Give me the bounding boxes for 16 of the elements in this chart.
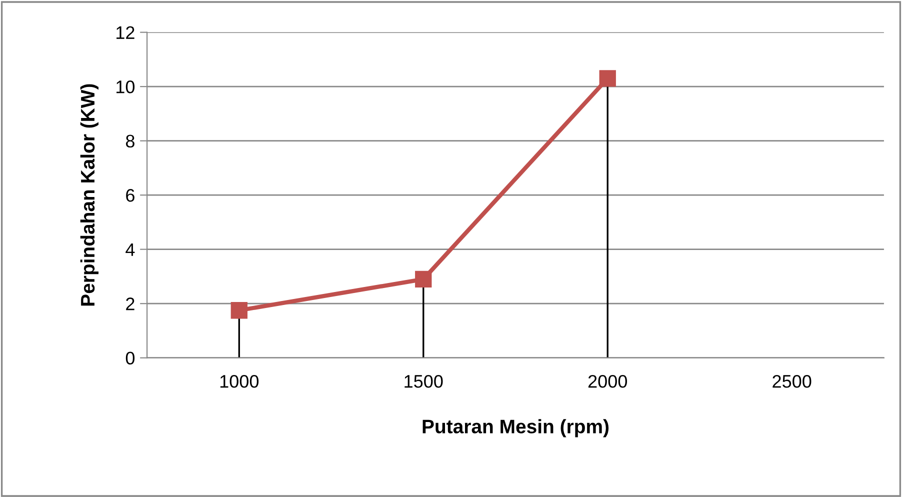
- point: [599, 70, 616, 87]
- x-tick-label: 1000: [220, 374, 259, 388]
- y-axis-title: Perpindahan Kalor (KW): [80, 84, 98, 306]
- y-tick-label: 0: [126, 352, 135, 365]
- point: [230, 302, 248, 319]
- x-tick-label: 2500: [772, 374, 812, 388]
- x-axis-title: Putaran Mesin (rpm): [422, 419, 609, 438]
- y-tick-label: 4: [126, 243, 135, 256]
- y-tick-label: 12: [116, 26, 134, 39]
- x-tick-label: 1500: [404, 374, 443, 388]
- y-tick-label: 8: [126, 134, 134, 148]
- y-tick-label: 2: [126, 298, 134, 310]
- point: [415, 270, 432, 288]
- x-tick-label: 2000: [588, 374, 627, 388]
- y-tick-label: 6: [126, 189, 134, 202]
- y-tick-label: 10: [116, 80, 135, 94]
